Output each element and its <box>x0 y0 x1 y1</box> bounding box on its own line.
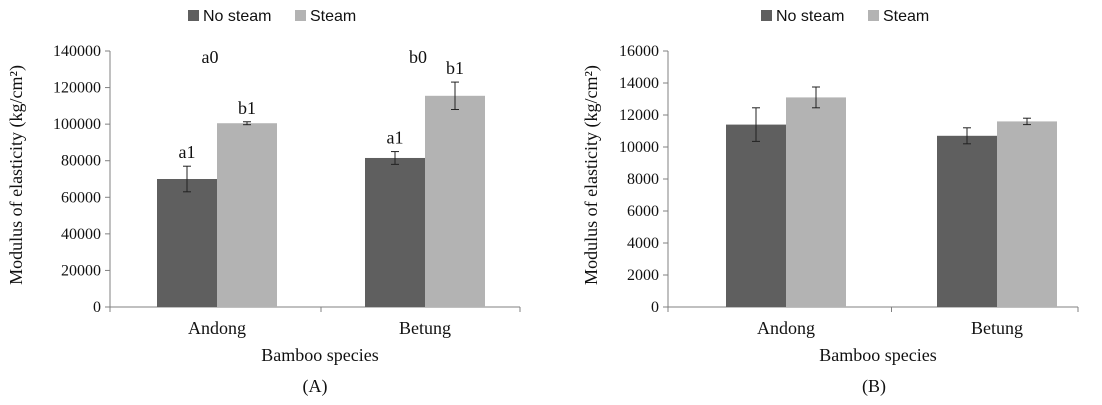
y-tick-label: 16000 <box>619 43 659 60</box>
y-tick-label: 10000 <box>619 139 659 156</box>
bar-no-steam-betung <box>937 136 997 307</box>
bar-no-steam-andong <box>157 179 217 307</box>
panel-label: (B) <box>862 376 886 397</box>
y-tick-label: 0 <box>651 299 659 316</box>
data-label-no-steam-betung: a1 <box>387 128 404 148</box>
x-tick-label-betung: Betung <box>971 318 1023 338</box>
y-tick-label: 0 <box>93 299 101 316</box>
x-tick-label-andong: Andong <box>188 318 246 338</box>
y-tick-label: 2000 <box>627 267 659 284</box>
legend: No steam Steam <box>188 8 356 25</box>
y-tick-label: 80000 <box>61 153 101 170</box>
legend-swatch-no-steam <box>188 10 199 21</box>
y-tick-label: 4000 <box>627 235 659 252</box>
legend-swatch-steam <box>868 10 879 21</box>
x-axis-label: Bamboo species <box>819 345 936 365</box>
y-tick-label: 12000 <box>619 107 659 124</box>
y-tick-label: 20000 <box>61 262 101 279</box>
x-tick-label-andong: Andong <box>757 318 815 338</box>
bar-steam-andong <box>217 123 277 307</box>
y-tick-label: 40000 <box>61 226 101 243</box>
chart-panel-b: No steam Steam 0 2000 4000 6000 8000 10000 12000… <box>581 8 1078 397</box>
bar-steam-betung <box>425 96 485 307</box>
y-tick-label: 100000 <box>53 116 101 133</box>
legend-swatch-no-steam <box>761 10 772 21</box>
data-label-steam-betung: b1 <box>446 58 464 78</box>
data-label-no-steam-andong: a1 <box>179 142 196 162</box>
bar-steam-andong <box>786 97 846 307</box>
y-axis-label: Modulus of elasticity (kg/cm²) <box>581 65 602 285</box>
y-tick-label: 120000 <box>53 80 101 97</box>
chart-panel-a: No steam Steam 0 20000 40000 60000 80000 100000… <box>6 8 520 397</box>
legend-label-steam: Steam <box>883 8 929 25</box>
legend-label-no-steam: No steam <box>776 8 844 25</box>
bar-no-steam-betung <box>365 158 425 307</box>
x-axis-label: Bamboo species <box>261 345 378 365</box>
data-label-steam-andong: b1 <box>238 98 256 118</box>
x-tick-label-betung: Betung <box>399 318 451 338</box>
legend: No steam Steam <box>761 8 929 25</box>
bar-no-steam-andong <box>726 125 786 307</box>
legend-swatch-steam <box>295 10 306 21</box>
y-tick-label: 6000 <box>627 203 659 220</box>
panel-label: (A) <box>303 376 328 397</box>
legend-label-steam: Steam <box>310 8 356 25</box>
y-tick-label: 60000 <box>61 189 101 206</box>
group-label-andong: a0 <box>202 47 219 67</box>
group-label-betung: b0 <box>409 47 427 67</box>
legend-label-no-steam: No steam <box>203 8 271 25</box>
y-tick-label: 8000 <box>627 171 659 188</box>
y-tick-label: 140000 <box>53 43 101 60</box>
y-axis-label: Modulus of elasticity (kg/cm²) <box>6 65 27 285</box>
bar-steam-betung <box>997 121 1057 307</box>
y-tick-label: 14000 <box>619 75 659 92</box>
